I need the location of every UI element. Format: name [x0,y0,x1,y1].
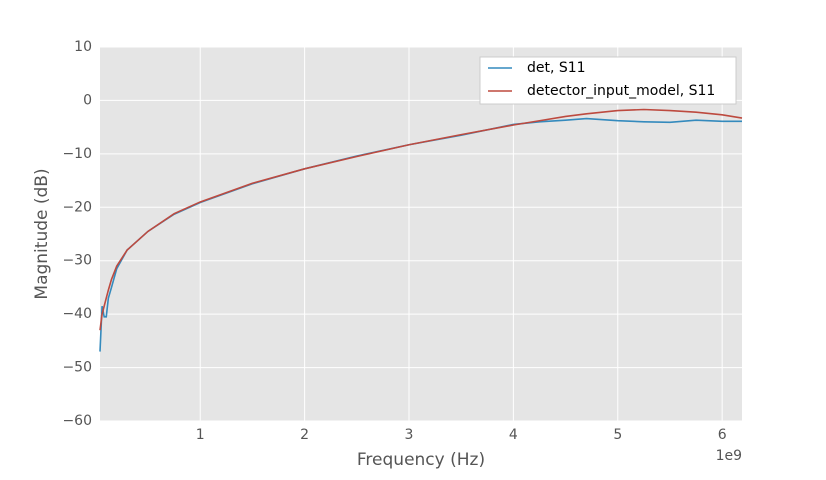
y-tick-label: −20 [62,199,92,215]
x-tick-label: 2 [300,427,309,443]
series-line [99,108,743,331]
y-tick-label: 10 [74,39,92,55]
legend-label: detector_input_model, S11 [527,83,715,99]
x-tick-label: 4 [509,427,518,443]
x-axis-label: Frequency (Hz) [357,450,485,470]
x-tick-label: 3 [405,427,414,443]
legend: det, S11 detector_input_model, S11 [479,56,737,105]
x-tick-label: 1 [196,427,205,443]
y-tick-label: −40 [62,306,92,322]
x-tick-label: 5 [613,427,622,443]
y-tick-label: −10 [62,146,92,162]
legend-box [479,56,737,105]
x-tick-label: 6 [718,427,727,443]
y-tick-label: 0 [83,92,92,108]
legend-label: det, S11 [527,60,586,76]
y-tick-label: −30 [62,253,92,269]
y-tick-label: −50 [62,360,92,376]
y-tick-label: −60 [62,413,92,429]
x-offset-label: 1e9 [716,448,742,464]
y-axis-label: Magnitude (dB) [32,168,52,299]
